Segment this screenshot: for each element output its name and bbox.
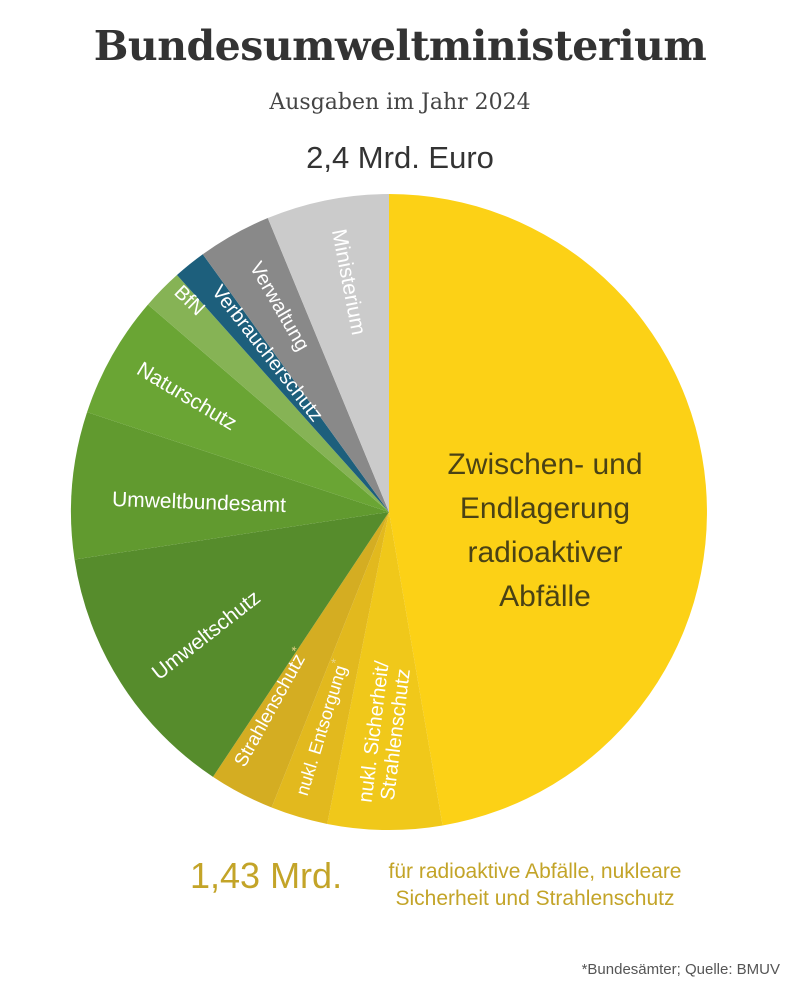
label-endlager-line4: Abfälle	[499, 580, 591, 613]
label-endlager-line2: Endlagerung	[460, 492, 630, 525]
pie-slice-umweltbundesamt	[71, 412, 389, 560]
pie-slice-umweltschutz	[74, 512, 389, 777]
pie-slice-naturschutz	[87, 304, 389, 512]
chart-subtitle: Ausgaben im Jahr 2024	[269, 90, 531, 115]
total-amount: 2,4 Mrd. Euro	[306, 140, 494, 175]
asterisk-entsorgung: *	[328, 657, 344, 666]
label-endlager-line3: radioaktiver	[467, 536, 622, 569]
description-line2: Sicherheit und Strahlenschutz	[395, 887, 675, 910]
pie-slice-nukl-entsorgung	[271, 512, 389, 824]
label-endlager-line1: Zwischen- und	[447, 448, 642, 481]
radioactive-total-description: für radioaktive Abfälle, nukleare Sicher…	[350, 858, 720, 912]
description-line1: für radioaktive Abfälle, nukleare	[388, 860, 682, 883]
pie-slices	[71, 194, 707, 830]
asterisk-strahlenschutz: *	[288, 644, 304, 656]
pie-slice-zwischen-und-endlagerung-radioaktiver-abfälle	[389, 194, 707, 826]
pie-slice-nukl-sicherheit-strahlenschutz	[327, 512, 443, 830]
pie-slice-bfn	[147, 275, 389, 512]
source-note: *Bundesämter; Quelle: BMUV	[581, 961, 780, 978]
pie-slice-strahlenschutz	[212, 512, 389, 808]
chart-title: Bundesumweltministerium	[93, 22, 707, 70]
pie-slice-ministerium	[267, 194, 389, 512]
radioactive-total-amount: 1,43 Mrd.	[190, 855, 343, 896]
pie-slice-verbraucherschutz	[176, 254, 389, 512]
pie-slice-verwaltung	[202, 218, 389, 512]
